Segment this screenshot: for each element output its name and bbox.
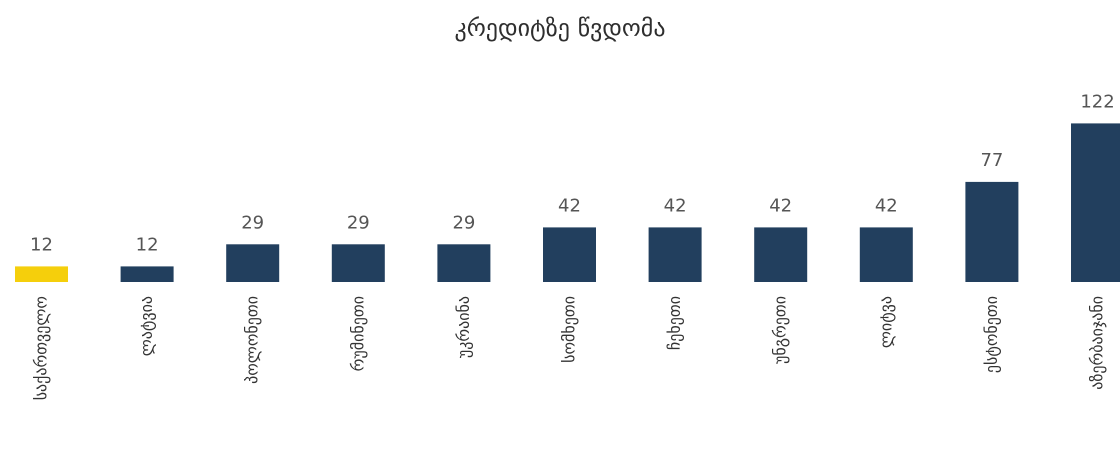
category-label-6: სომხეთი xyxy=(560,296,579,363)
bar-2 xyxy=(120,266,174,282)
category-label-8: უნგრეთი xyxy=(771,296,790,364)
bar-6 xyxy=(543,227,596,282)
bar-5 xyxy=(437,244,491,282)
value-label-4: 29 xyxy=(347,212,370,233)
value-label-5: 29 xyxy=(452,212,475,233)
value-label-2: 12 xyxy=(136,234,159,255)
bar-8 xyxy=(754,227,808,282)
category-label-11: აზერბაიჯანი xyxy=(1088,296,1107,390)
bar-7 xyxy=(648,227,702,282)
chart-title: კრედიტზე წვდომა xyxy=(454,14,666,42)
bar-10 xyxy=(965,181,1019,282)
bar-9 xyxy=(859,227,913,282)
category-label-2: ლატვია xyxy=(137,296,156,356)
bar-4 xyxy=(331,244,385,282)
value-label-3: 29 xyxy=(241,212,264,233)
category-label-10: ესტონეთი xyxy=(982,296,1001,373)
value-label-1: 12 xyxy=(30,234,53,255)
category-label-3: პოლონეთი xyxy=(243,296,262,384)
category-label-7: ჩეხეთი xyxy=(665,296,684,350)
value-label-7: 42 xyxy=(664,195,687,216)
value-label-6: 42 xyxy=(558,195,581,216)
value-label-10: 77 xyxy=(980,150,1003,171)
bar-1 xyxy=(15,266,68,282)
value-label-11: 122 xyxy=(1080,91,1114,112)
bar-3 xyxy=(226,244,280,282)
value-label-9: 42 xyxy=(875,195,898,216)
bar-11 xyxy=(1071,123,1120,283)
category-label-1: საქართველო xyxy=(32,296,51,400)
category-label-5: უკრაინა xyxy=(454,296,473,358)
value-label-8: 42 xyxy=(769,195,792,216)
category-label-9: ლიტვა xyxy=(876,296,895,348)
category-label-4: რუმინეთი xyxy=(348,296,367,371)
